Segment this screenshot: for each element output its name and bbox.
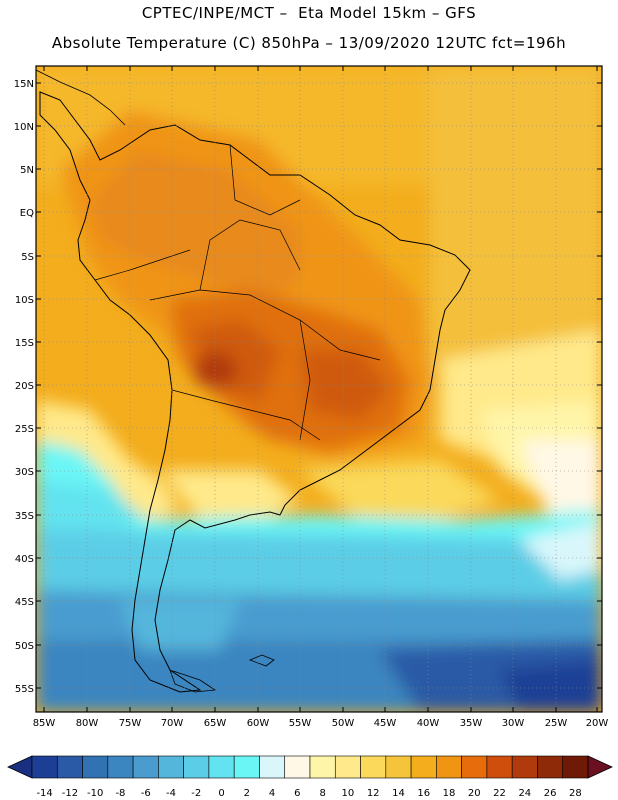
colorbar-swatch <box>562 755 589 779</box>
colorbar-label: 22 <box>493 788 506 799</box>
lon-label-45W: 45W <box>374 718 397 729</box>
colorbar-swatch <box>56 755 83 779</box>
colorbar-label: 10 <box>342 788 355 799</box>
lat-label-50S: 50S <box>15 641 34 652</box>
lon-label-75W: 75W <box>119 718 142 729</box>
longitude-labels: 85W 80W 75W 70W 65W 60W 55W 50W 45W 40W 35W 30W 25W 2… <box>33 718 609 729</box>
colorbar-over-arrow <box>587 755 613 779</box>
lon-label-20W: 20W <box>586 718 609 729</box>
colorbar-swatch <box>82 755 109 779</box>
lon-label-85W: 85W <box>33 718 56 729</box>
lon-label-55W: 55W <box>289 718 312 729</box>
lon-label-50W: 50W <box>332 718 355 729</box>
map-frame <box>35 65 603 713</box>
colorbar-label: 24 <box>518 788 531 799</box>
lat-label-35S: 35S <box>15 511 34 522</box>
colorbar-swatch <box>486 755 513 779</box>
lat-label-15S: 15S <box>15 338 34 349</box>
lat-label-40S: 40S <box>15 554 34 565</box>
lat-label-45S: 45S <box>15 597 34 608</box>
lat-label-EQ: EQ <box>20 208 34 219</box>
lat-label-5S: 5S <box>21 252 34 263</box>
colorbar-under-arrow <box>7 755 33 779</box>
colorbar-swatch <box>132 755 159 779</box>
colorbar-label: -14 <box>36 788 52 799</box>
colorbar-label: -6 <box>141 788 151 799</box>
colorbar-label: 14 <box>392 788 405 799</box>
colorbar-swatch <box>309 755 336 779</box>
colorbar-swatch <box>511 755 538 779</box>
colorbar-label: -2 <box>191 788 201 799</box>
lat-label-25S: 25S <box>15 424 34 435</box>
colorbar-swatch <box>385 755 412 779</box>
lon-label-70W: 70W <box>161 718 184 729</box>
lat-label-15N: 15N <box>14 79 34 90</box>
map-title-variable: Absolute Temperature (C) 850hPa – 13/09/… <box>51 34 567 52</box>
latitude-labels: 15N 10N 5N EQ 5S 10S 15S 20S 25S 30S 35S 40S 45S 50S 5… <box>14 79 34 695</box>
temperature-field <box>36 66 602 712</box>
colorbar-swatch <box>183 755 210 779</box>
colorbar-swatch <box>436 755 462 779</box>
lat-label-5N: 5N <box>20 165 34 176</box>
lon-label-35W: 35W <box>460 718 483 729</box>
colorbar-label: 4 <box>269 788 275 799</box>
axis-ticks <box>36 66 602 712</box>
lon-label-30W: 30W <box>502 718 525 729</box>
lat-label-10N: 10N <box>14 122 34 133</box>
lat-label-10S: 10S <box>15 295 34 306</box>
colorbar-swatch <box>208 755 235 779</box>
lon-label-65W: 65W <box>204 718 227 729</box>
colorbar-swatch <box>31 755 58 779</box>
colorbar-label: 18 <box>443 788 456 799</box>
colorbar-swatch <box>284 755 311 779</box>
colorbar-label: 0 <box>218 788 224 799</box>
lat-label-20S: 20S <box>15 381 34 392</box>
lat-label-30S: 30S <box>15 467 34 478</box>
colorbar-labels: -14 -12 -10 -8 -6 -4 -2 0 2 4 6 8 10 12 14 16 18 20 22 24 26… <box>36 788 581 799</box>
colorbar-label: 20 <box>468 788 481 799</box>
colorbar-swatch <box>233 755 260 779</box>
colorbar-label: -10 <box>87 788 103 799</box>
colorbar-label: 8 <box>319 788 325 799</box>
colorbar-swatch <box>158 755 184 779</box>
colorbar-label: -12 <box>62 788 78 799</box>
colorbar-label: 28 <box>569 788 582 799</box>
colorbar-label: 2 <box>244 788 250 799</box>
lon-label-60W: 60W <box>247 718 270 729</box>
lon-label-25W: 25W <box>545 718 568 729</box>
colorbar <box>7 755 613 779</box>
colorbar-swatch <box>259 755 286 779</box>
colorbar-label: 26 <box>544 788 557 799</box>
colorbar-label: -8 <box>115 788 125 799</box>
colorbar-label: 12 <box>367 788 380 799</box>
lon-label-80W: 80W <box>76 718 99 729</box>
colorbar-swatch <box>334 755 361 779</box>
lon-label-40W: 40W <box>417 718 440 729</box>
colorbar-swatch <box>107 755 134 779</box>
map-title-model: CPTEC/INPE/MCT – Eta Model 15km – GFS <box>141 4 477 22</box>
colorbar-swatch <box>537 755 564 779</box>
colorbar-swatch <box>360 755 387 779</box>
colorbar-label: -4 <box>166 788 176 799</box>
colorbar-label: 16 <box>417 788 430 799</box>
colorbar-swatch <box>461 755 488 779</box>
colorbar-swatch <box>410 755 437 779</box>
colorbar-label: 6 <box>294 788 300 799</box>
lat-label-55S: 55S <box>15 684 34 695</box>
